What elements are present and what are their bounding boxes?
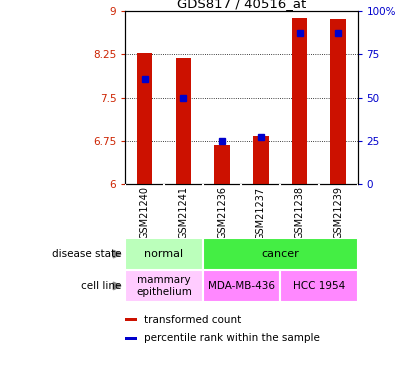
Bar: [125, 270, 203, 302]
Text: HCC 1954: HCC 1954: [293, 281, 345, 291]
Bar: [203, 270, 280, 302]
Text: MDA-MB-436: MDA-MB-436: [208, 281, 275, 291]
Bar: [330, 19, 346, 184]
Text: GSM21239: GSM21239: [333, 186, 343, 240]
Bar: [125, 238, 203, 270]
Text: percentile rank within the sample: percentile rank within the sample: [144, 333, 320, 343]
Text: GSM21237: GSM21237: [256, 186, 266, 240]
Text: GSM21236: GSM21236: [217, 186, 227, 240]
Text: GSM21238: GSM21238: [295, 186, 305, 240]
Bar: [125, 318, 137, 321]
Text: GSM21240: GSM21240: [140, 186, 150, 240]
Bar: [215, 145, 230, 184]
Bar: [292, 18, 307, 184]
Bar: [203, 238, 358, 270]
Text: cell line: cell line: [81, 281, 121, 291]
Text: transformed count: transformed count: [144, 315, 241, 325]
Bar: [175, 58, 191, 184]
Text: cancer: cancer: [261, 249, 299, 259]
Bar: [280, 270, 358, 302]
Title: GDS817 / 40516_at: GDS817 / 40516_at: [177, 0, 306, 10]
Text: mammary
epithelium: mammary epithelium: [136, 275, 192, 297]
Bar: [253, 136, 268, 184]
Text: GSM21241: GSM21241: [178, 186, 188, 240]
Text: disease state: disease state: [52, 249, 121, 259]
Bar: [125, 337, 137, 340]
Text: normal: normal: [145, 249, 184, 259]
Bar: [137, 53, 152, 184]
